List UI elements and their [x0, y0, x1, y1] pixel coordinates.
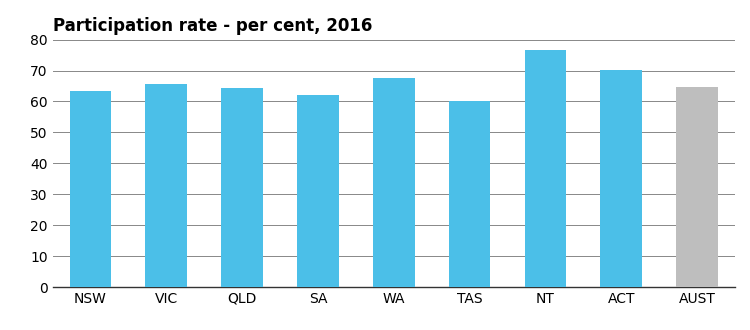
Bar	[373, 78, 415, 287]
Bar	[146, 83, 187, 287]
Bar	[221, 88, 263, 287]
Bar	[297, 95, 339, 287]
Bar	[70, 91, 111, 287]
Text: Participation rate - per cent, 2016: Participation rate - per cent, 2016	[53, 17, 372, 35]
Bar	[676, 86, 718, 287]
Bar	[448, 102, 491, 287]
Bar	[524, 50, 566, 287]
Bar	[601, 70, 642, 287]
